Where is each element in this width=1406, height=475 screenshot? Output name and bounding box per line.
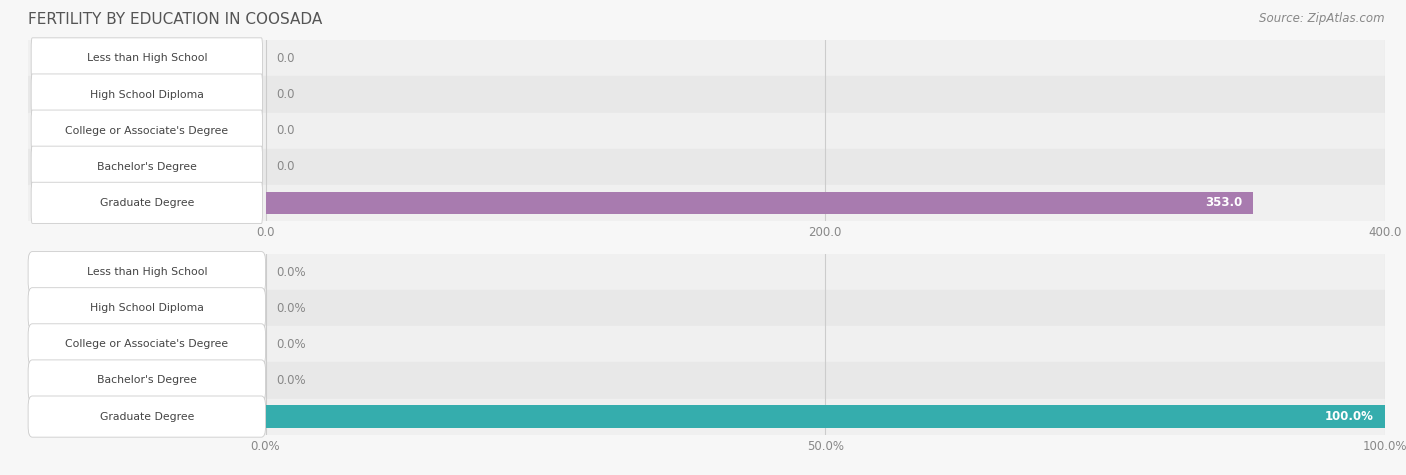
Text: Less than High School: Less than High School [87,267,207,277]
Text: Source: ZipAtlas.com: Source: ZipAtlas.com [1260,12,1385,25]
Bar [28,290,1385,326]
FancyBboxPatch shape [31,74,263,115]
Text: Graduate Degree: Graduate Degree [100,198,194,208]
FancyBboxPatch shape [31,110,263,151]
Text: 0.0%: 0.0% [277,338,307,351]
Text: 0.0: 0.0 [277,52,295,65]
Text: FERTILITY BY EDUCATION IN COOSADA: FERTILITY BY EDUCATION IN COOSADA [28,12,322,27]
FancyBboxPatch shape [31,182,263,223]
Text: 0.0: 0.0 [277,124,295,137]
FancyBboxPatch shape [31,38,263,79]
FancyBboxPatch shape [28,324,266,365]
Text: 353.0: 353.0 [1205,196,1243,209]
Bar [28,362,1385,399]
Text: College or Associate's Degree: College or Associate's Degree [65,339,228,350]
Bar [266,191,1253,214]
Text: 0.0%: 0.0% [277,266,307,279]
Text: College or Associate's Degree: College or Associate's Degree [65,125,228,136]
FancyBboxPatch shape [28,252,266,293]
Text: Less than High School: Less than High School [87,53,207,64]
Bar [28,113,1385,149]
Text: High School Diploma: High School Diploma [90,303,204,314]
Text: 100.0%: 100.0% [1326,410,1374,423]
Bar [266,405,1385,428]
Text: High School Diploma: High School Diploma [90,89,204,100]
Text: 0.0: 0.0 [277,160,295,173]
Bar [28,399,1385,435]
FancyBboxPatch shape [28,360,266,401]
Text: 0.0%: 0.0% [277,302,307,315]
FancyBboxPatch shape [28,396,266,437]
Text: Graduate Degree: Graduate Degree [100,411,194,422]
FancyBboxPatch shape [31,146,263,187]
Bar [28,149,1385,185]
Bar [28,185,1385,221]
Bar [28,254,1385,290]
Bar [28,326,1385,362]
FancyBboxPatch shape [28,288,266,329]
Text: Bachelor's Degree: Bachelor's Degree [97,162,197,172]
Bar [28,40,1385,76]
Text: 0.0%: 0.0% [277,374,307,387]
Text: 0.0: 0.0 [277,88,295,101]
Bar [28,76,1385,113]
Text: Bachelor's Degree: Bachelor's Degree [97,375,197,386]
